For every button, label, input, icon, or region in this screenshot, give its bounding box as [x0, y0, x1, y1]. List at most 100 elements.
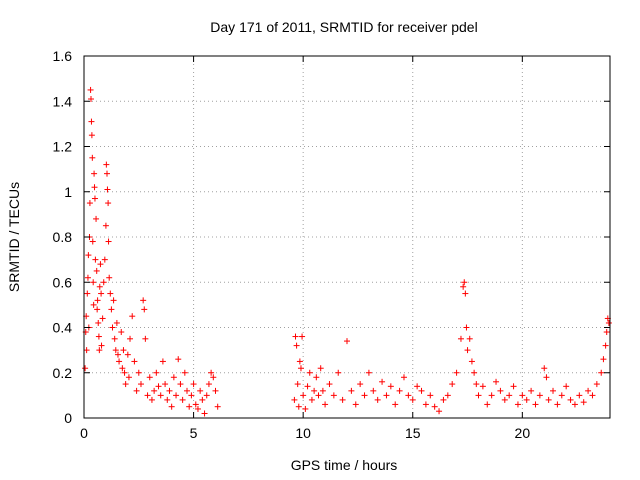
data-point: [129, 313, 136, 320]
data-point: [396, 387, 403, 394]
data-point: [109, 324, 116, 331]
y-tick-label: 1.2: [53, 139, 73, 155]
data-point: [514, 401, 521, 408]
data-point: [137, 381, 144, 388]
data-point: [124, 351, 131, 358]
data-point: [111, 335, 118, 342]
data-point: [100, 279, 107, 286]
data-point: [431, 403, 438, 410]
data-point: [82, 365, 89, 372]
data-point: [159, 358, 166, 365]
data-point: [550, 387, 557, 394]
data-point: [110, 297, 117, 304]
data-point: [466, 335, 473, 342]
data-point: [91, 195, 98, 202]
data-point: [201, 410, 208, 417]
data-point: [101, 256, 108, 263]
data-point: [107, 290, 114, 297]
data-point: [501, 396, 508, 403]
data-point: [148, 396, 155, 403]
data-point: [93, 215, 100, 222]
data-point: [292, 333, 299, 340]
data-point: [370, 387, 377, 394]
data-point: [291, 396, 298, 403]
data-point: [94, 297, 101, 304]
data-point: [361, 392, 368, 399]
data-point: [558, 392, 565, 399]
data-point: [593, 381, 600, 388]
data-point: [86, 200, 93, 207]
data-point: [460, 283, 467, 290]
data-point: [600, 356, 607, 363]
data-point: [179, 396, 186, 403]
y-tick-label: 0.8: [53, 229, 73, 245]
data-point: [153, 369, 160, 376]
data-point: [199, 396, 206, 403]
data-point: [304, 383, 311, 390]
data-point: [125, 374, 132, 381]
data-point: [300, 392, 307, 399]
data-point: [91, 170, 98, 177]
data-point: [113, 319, 120, 326]
data-point: [122, 381, 129, 388]
data-point: [170, 374, 177, 381]
data-point: [91, 184, 98, 191]
data-point: [409, 396, 416, 403]
data-point: [493, 378, 500, 385]
data-point: [576, 392, 583, 399]
data-point: [164, 396, 171, 403]
data-point: [181, 369, 188, 376]
data-point: [322, 401, 329, 408]
data-point: [88, 132, 95, 139]
data-point: [98, 290, 105, 297]
data-point: [580, 399, 587, 406]
data-point: [85, 252, 92, 259]
data-point: [427, 392, 434, 399]
y-tick-label: 1.6: [53, 48, 73, 64]
y-tick-labels: 0 0.2 0.4 0.6 0.8 1 1.2 1.4 1.6: [53, 48, 73, 426]
data-point: [335, 369, 342, 376]
data-point: [104, 186, 111, 193]
chart-grid: [84, 56, 610, 418]
data-point: [131, 358, 138, 365]
data-point: [473, 381, 480, 388]
data-point: [308, 396, 315, 403]
axis-ticks: [83, 55, 610, 419]
data-point: [440, 396, 447, 403]
data-point: [135, 369, 142, 376]
data-point: [92, 256, 99, 263]
data-point: [93, 267, 100, 274]
data-point: [602, 342, 609, 349]
data-point: [212, 387, 219, 394]
data-point: [177, 381, 184, 388]
data-point: [173, 392, 180, 399]
data-point: [444, 392, 451, 399]
y-tick-label: 0.4: [53, 320, 73, 336]
data-point: [116, 358, 123, 365]
data-point: [330, 392, 337, 399]
data-point: [294, 381, 301, 388]
data-point: [184, 387, 191, 394]
data-point: [84, 274, 91, 281]
data-point: [297, 365, 304, 372]
y-tick-label: 0: [64, 410, 72, 426]
data-point: [352, 401, 359, 408]
data-point: [365, 369, 372, 376]
data-point: [357, 381, 364, 388]
data-point: [103, 161, 110, 168]
data-point: [400, 374, 407, 381]
data-point: [536, 392, 543, 399]
data-point: [461, 279, 468, 286]
data-point: [87, 86, 94, 93]
data-point: [457, 335, 464, 342]
data-point: [175, 356, 182, 363]
data-point: [293, 342, 300, 349]
y-tick-label: 0.6: [53, 274, 73, 290]
y-tick-label: 1: [64, 184, 72, 200]
data-point: [112, 347, 119, 354]
data-point: [121, 369, 128, 376]
data-point: [603, 329, 610, 336]
data-point: [488, 392, 495, 399]
data-point: [88, 95, 95, 102]
data-point: [471, 369, 478, 376]
